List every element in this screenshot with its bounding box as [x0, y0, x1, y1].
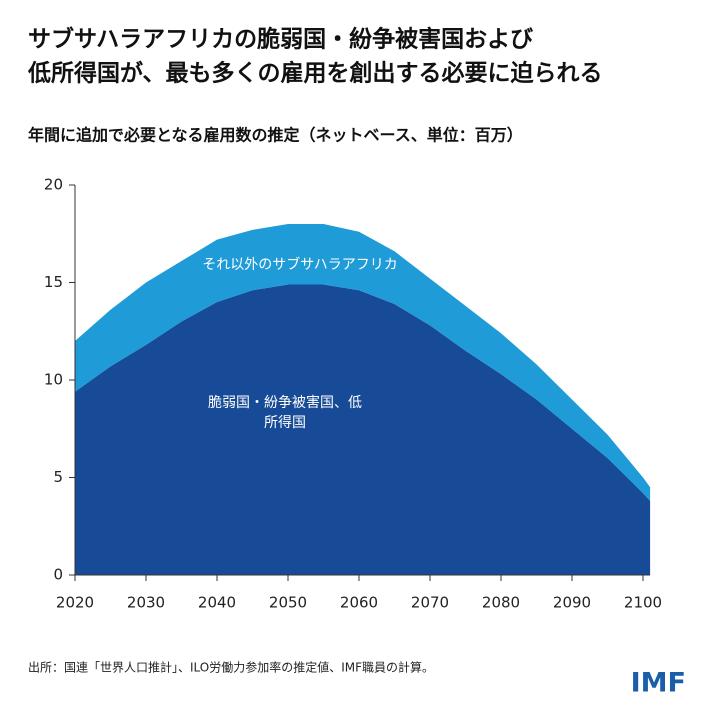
area	[75, 284, 651, 575]
y-tick-label: 15	[44, 273, 63, 291]
x-tick-label: 2090	[553, 594, 591, 612]
series-label: 脆弱国・紛争被害国、低所得国	[208, 395, 362, 431]
x-tick-label: 2040	[198, 594, 236, 612]
x-tick-label: 2080	[482, 594, 520, 612]
x-tick-label: 2030	[127, 594, 165, 612]
logo: IMF	[631, 668, 686, 699]
x-tick-label: 2020	[56, 594, 94, 612]
x-tick-label: 2060	[340, 594, 378, 612]
y-tick-label: 10	[44, 371, 63, 389]
source: 出所：国連「世界人口推計」、ILO労働力参加率の推定値、IMF職員の計算。	[28, 660, 434, 675]
x-tick-label: 2070	[411, 594, 449, 612]
area	[75, 224, 651, 501]
chart-title: 低所得国が、最も多くの雇用を創出する必要に迫られる	[27, 60, 603, 87]
chart-title: サブサハラアフリカの脆弱国・紛争被害国および	[28, 26, 533, 53]
y-tick-label: 0	[53, 566, 63, 584]
x-tick-label: 2050	[269, 594, 307, 612]
y-tick-label: 20	[44, 176, 63, 194]
series-label: それ以外のサブサハラアフリカ	[202, 257, 398, 273]
chart-subtitle: 年間に追加で必要となる雇用数の推定（ネットベース、単位：百万）	[28, 126, 523, 145]
x-tick-label: 2100	[624, 594, 662, 612]
y-tick-label: 5	[53, 468, 63, 486]
